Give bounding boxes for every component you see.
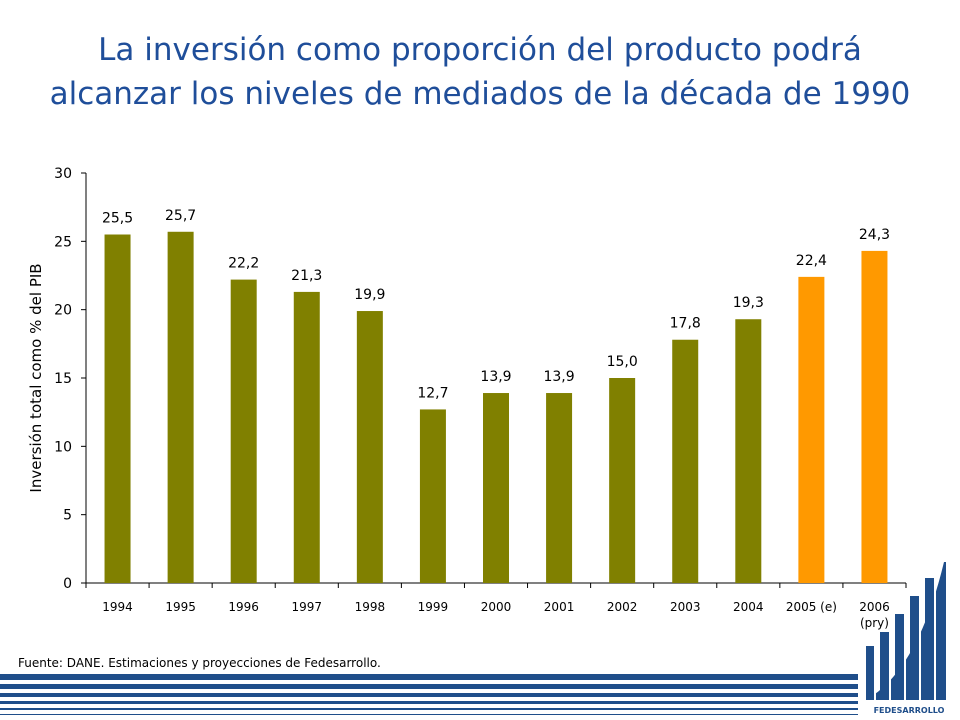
x-tick-label: 2000 xyxy=(481,600,512,614)
bar-2001 xyxy=(546,393,573,583)
x-tick-label: 2006 xyxy=(859,600,890,614)
data-label: 22,4 xyxy=(796,253,827,269)
data-label: 13,9 xyxy=(543,369,574,385)
bar-1997 xyxy=(293,291,320,583)
footer-stripes xyxy=(0,672,858,720)
data-label: 21,3 xyxy=(291,268,322,284)
bar-2002 xyxy=(609,378,636,583)
y-axis-label: Inversión total como % del PIB xyxy=(27,263,45,492)
data-label: 22,2 xyxy=(228,256,259,272)
x-tick-label: 1995 xyxy=(165,600,196,614)
x-tick-label: 1994 xyxy=(102,600,133,614)
footer-stripe xyxy=(0,693,858,697)
x-tick-label: 2003 xyxy=(670,600,701,614)
slide-title: La inversión como proporción del product… xyxy=(0,28,960,116)
y-tick-label: 10 xyxy=(54,439,72,455)
bar-2003 xyxy=(672,339,699,583)
bar-1995 xyxy=(167,231,194,583)
fedesarrollo-logo xyxy=(866,562,946,700)
y-tick-label: 15 xyxy=(54,371,72,387)
footer-stripe xyxy=(0,708,858,710)
bar-1998 xyxy=(356,311,383,583)
slide-title-line-2: alcanzar los niveles de mediados de la d… xyxy=(49,76,911,112)
data-label: 17,8 xyxy=(670,316,701,332)
data-label: 25,7 xyxy=(165,208,196,224)
y-tick-label: 25 xyxy=(54,234,72,250)
data-label: 13,9 xyxy=(480,369,511,385)
data-label: 24,3 xyxy=(859,227,890,243)
bar-chart: 0 5 10 15 20 25 30 Inversión total como % del P… xyxy=(27,166,907,630)
bar-1994 xyxy=(104,234,131,583)
logo-text: FEDESARROLLO xyxy=(873,706,945,715)
x-tick-label: 1996 xyxy=(228,600,259,614)
x-tick-label: 1998 xyxy=(355,600,386,614)
source-note: Fuente: DANE. Estimaciones y proyeccione… xyxy=(18,656,381,670)
data-label: 12,7 xyxy=(417,385,448,401)
bar-1996 xyxy=(230,279,257,583)
x-tick-label: 2002 xyxy=(607,600,638,614)
x-tick-label: 1997 xyxy=(291,600,322,614)
bar-2004 xyxy=(735,319,762,583)
data-label: 25,5 xyxy=(102,211,133,227)
x-tick-label: 2004 xyxy=(733,600,764,614)
slide-title-line-1: La inversión como proporción del product… xyxy=(98,32,862,68)
bar-1999 xyxy=(419,409,446,583)
data-label: 19,9 xyxy=(354,287,385,303)
y-tick-label: 30 xyxy=(54,166,72,182)
x-tick-label: (pry) xyxy=(860,616,889,630)
x-tick-label: 1999 xyxy=(418,600,449,614)
x-tick-label: 2005 (e) xyxy=(786,600,837,614)
bar-2000 xyxy=(483,393,509,583)
y-tick-label: 0 xyxy=(63,576,72,592)
bar-2005 (e) xyxy=(798,276,825,583)
footer-stripe xyxy=(0,684,858,689)
data-label: 15,0 xyxy=(607,354,638,370)
bar-2006 xyxy=(861,250,888,583)
y-tick-label: 20 xyxy=(54,303,72,319)
footer-stripe xyxy=(0,701,858,704)
x-tick-label: 2001 xyxy=(544,600,575,614)
y-tick-label: 5 xyxy=(63,508,72,524)
footer-stripe xyxy=(0,714,858,715)
footer-stripe xyxy=(0,674,858,680)
data-label: 19,3 xyxy=(733,295,764,311)
